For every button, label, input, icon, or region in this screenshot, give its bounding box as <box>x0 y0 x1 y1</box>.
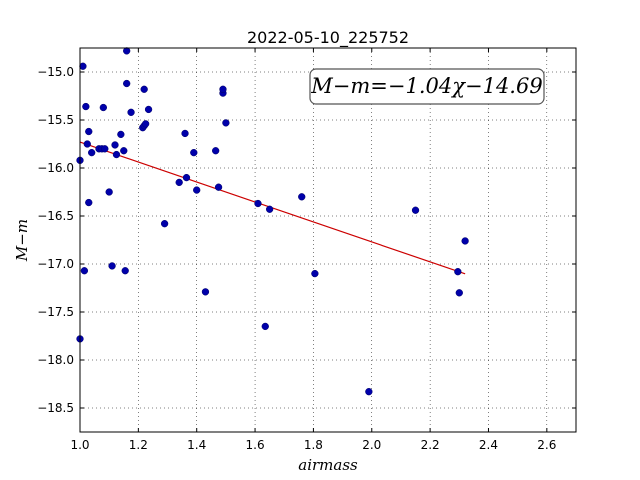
ticks <box>79 48 576 432</box>
data-point <box>181 129 189 138</box>
data-point <box>80 267 89 275</box>
data-point <box>127 108 135 116</box>
fit-annotation: M−m=−1.04χ−14.69 <box>309 68 545 105</box>
data-point <box>455 289 463 297</box>
data-point <box>121 267 129 275</box>
data-point <box>112 150 121 159</box>
data-point <box>99 103 107 112</box>
grid <box>79 48 576 432</box>
x-tick-label: 2.6 <box>537 438 556 452</box>
data-point <box>454 268 462 276</box>
data-point <box>365 388 373 396</box>
tick-labels: 1.0 1.2 1.4 1.6 1.8 2.0 2.2 2.4 2.6 −15.0 −15.5 −16… <box>37 65 556 452</box>
y-tick-label: −16.0 <box>37 161 74 175</box>
annotation-box <box>309 68 545 105</box>
data-point <box>254 199 262 208</box>
x-tick-label: 1.2 <box>129 438 148 452</box>
data-point <box>120 147 128 155</box>
data-point <box>123 79 131 88</box>
data-point <box>214 183 223 191</box>
data-point <box>182 173 191 182</box>
data-point <box>201 288 210 296</box>
data-point <box>193 186 201 194</box>
data-point <box>190 148 198 157</box>
data-point <box>140 85 148 93</box>
data-point <box>85 198 93 207</box>
data-point <box>212 147 220 155</box>
data-point <box>82 102 90 111</box>
data-point <box>222 119 230 127</box>
x-tick-label: 2.0 <box>362 438 381 452</box>
data-point <box>265 205 274 213</box>
x-tick-label: 1.8 <box>304 438 323 452</box>
fit-equation: M−m=−1.04χ−14.69 <box>310 74 542 98</box>
y-tick-label: −15.0 <box>37 65 74 79</box>
y-tick-label: −17.5 <box>37 305 74 319</box>
data-point <box>219 85 227 93</box>
data-point <box>79 62 87 70</box>
data-point <box>298 193 306 201</box>
axes-frame <box>79 47 577 433</box>
data-point <box>123 47 131 55</box>
points-group <box>76 47 469 396</box>
y-tick-label: −16.5 <box>37 209 74 223</box>
data-point <box>111 141 119 149</box>
x-axis-label: airmass <box>298 456 358 474</box>
data-point <box>101 145 109 153</box>
y-tick-label: −15.5 <box>37 113 74 127</box>
data-point <box>85 127 93 136</box>
x-tick-label: 2.4 <box>479 438 498 452</box>
chart-title: 2022-05-10_225752 <box>247 28 409 48</box>
data-point <box>117 130 125 139</box>
data-point <box>83 140 91 148</box>
x-tick-label: 1.4 <box>187 438 206 452</box>
x-tick-label: 2.2 <box>421 438 440 452</box>
y-axis-label: M−m <box>13 219 31 262</box>
data-point <box>141 120 150 128</box>
data-point <box>175 178 183 187</box>
y-tick-label: −17.0 <box>37 257 74 271</box>
data-point <box>144 105 153 114</box>
x-tick-label: 1.6 <box>246 438 265 452</box>
data-point <box>261 322 269 331</box>
y-tick-label: −18.0 <box>37 353 74 367</box>
data-point <box>411 206 420 214</box>
data-point <box>108 262 116 270</box>
data-point <box>160 220 169 228</box>
y-tick-label: −18.5 <box>37 401 74 415</box>
data-point <box>461 237 469 245</box>
data-point <box>88 148 96 157</box>
data-point <box>311 269 319 278</box>
data-point <box>105 188 113 196</box>
x-tick-label: 1.0 <box>70 438 89 452</box>
